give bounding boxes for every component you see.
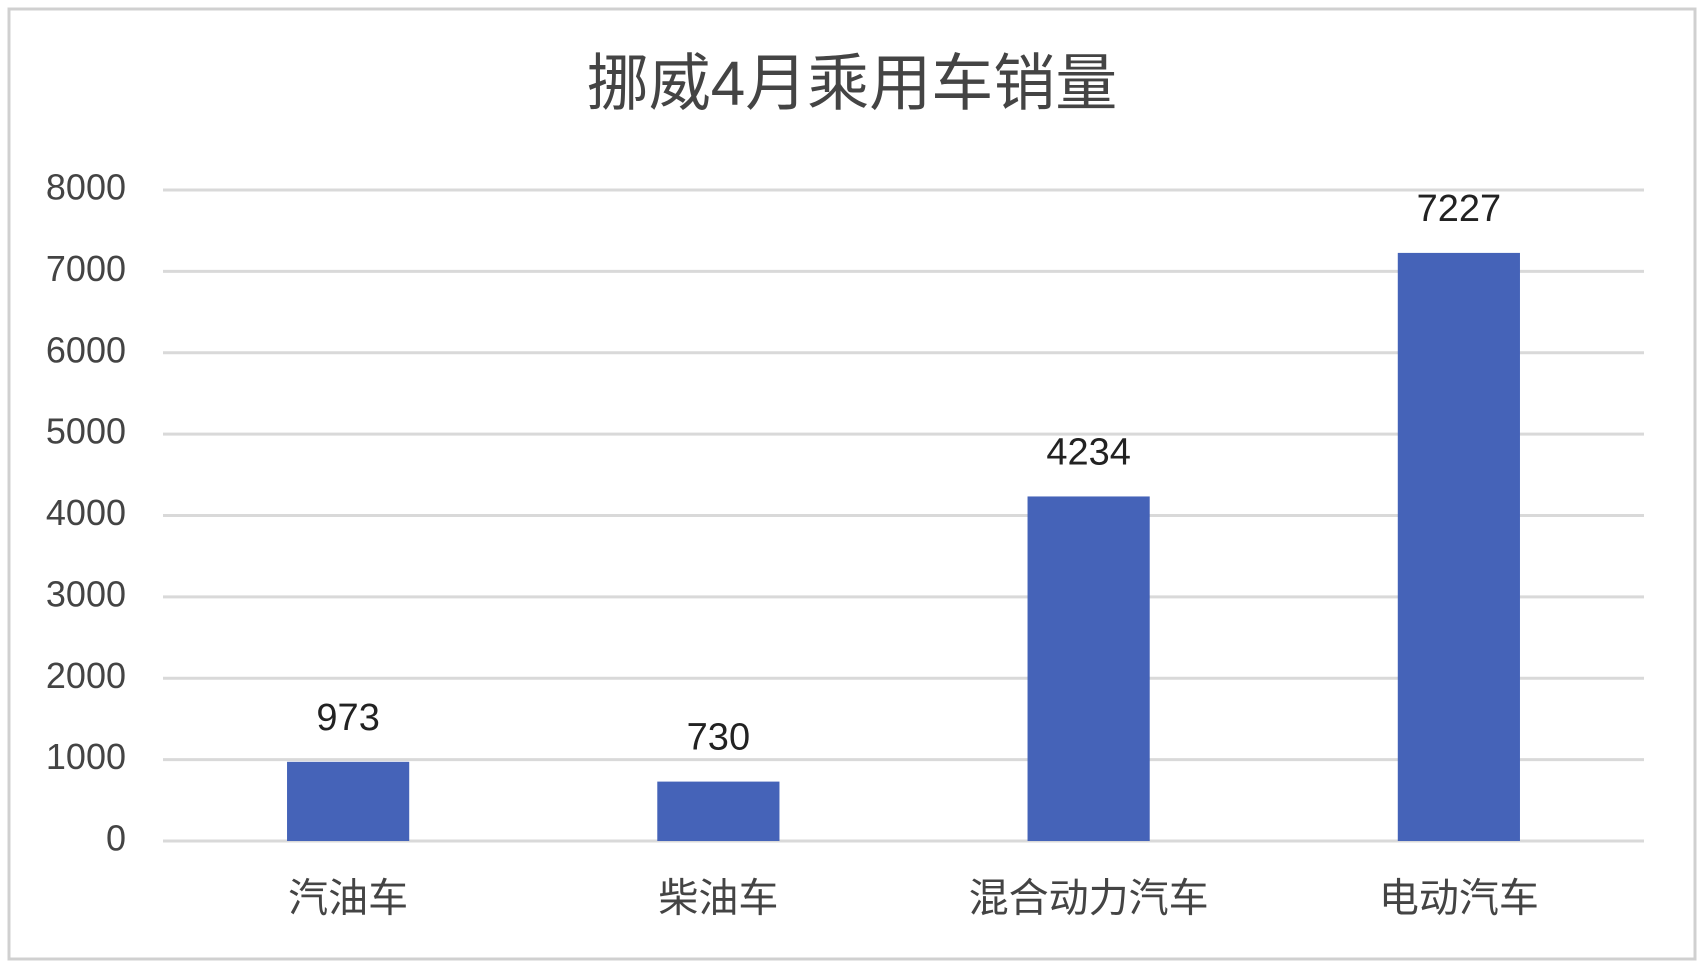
- x-tick-label: 混合动力汽车: [969, 877, 1209, 921]
- y-tick-label: 3000: [46, 573, 126, 614]
- x-tick-label: 柴油车: [658, 877, 778, 921]
- data-label: 730: [687, 717, 750, 759]
- y-tick-label: 0: [106, 818, 126, 859]
- chart-title: 挪威4月乘用车销量: [587, 49, 1117, 118]
- y-tick-label: 2000: [46, 655, 126, 696]
- y-tick-label: 8000: [46, 167, 126, 208]
- bar: [1397, 252, 1520, 841]
- x-tick-label: 汽油车: [288, 877, 408, 921]
- data-label: 973: [316, 697, 379, 739]
- data-label: 7227: [1417, 188, 1502, 230]
- y-tick-label: 7000: [46, 248, 126, 289]
- bar: [657, 781, 780, 841]
- y-tick-label: 6000: [46, 329, 126, 370]
- y-tick-label: 4000: [46, 492, 126, 533]
- bar: [1027, 496, 1150, 841]
- y-tick-label: 1000: [46, 736, 126, 777]
- bar: [287, 761, 410, 841]
- x-tick-label: 电动汽车: [1379, 877, 1539, 921]
- y-tick-label: 5000: [46, 411, 126, 452]
- data-label: 4234: [1046, 431, 1131, 473]
